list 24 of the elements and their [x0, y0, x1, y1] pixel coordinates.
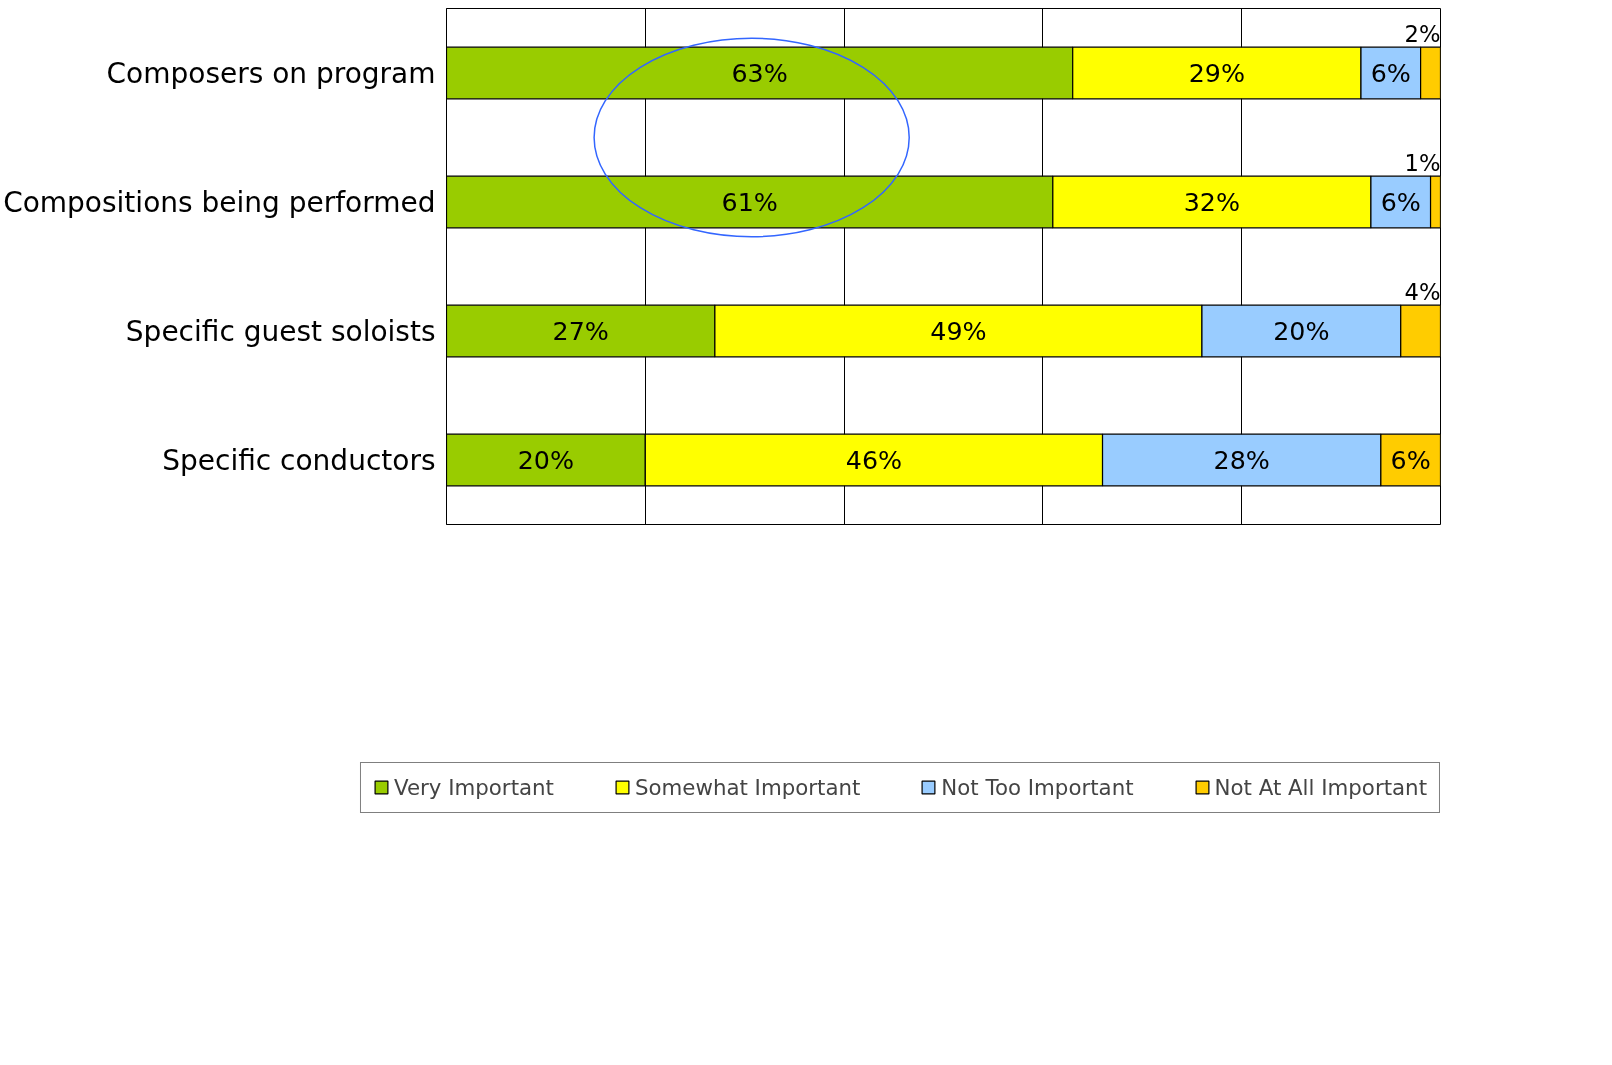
legend-label: Very Important: [393, 774, 554, 800]
data-label: 6%: [1370, 58, 1411, 88]
y-tick-label: Composers on program: [106, 56, 436, 90]
legend-label: Somewhat Important: [634, 774, 861, 800]
data-label: 49%: [930, 316, 987, 346]
data-label: 4%: [1404, 279, 1441, 306]
legend-label: Not At All Important: [1214, 774, 1427, 800]
data-label: 20%: [1273, 316, 1330, 346]
data-label: 61%: [721, 187, 778, 217]
data-label: 20%: [517, 445, 575, 475]
data-label: 46%: [845, 445, 903, 475]
y-tick-label: Specific conductors: [162, 443, 436, 477]
data-label: 28%: [1213, 445, 1270, 475]
data-label: 2%: [1404, 21, 1441, 48]
data-label: 6%: [1380, 187, 1421, 217]
data-label: 29%: [1188, 58, 1245, 88]
legend-label: Not Too Important: [941, 774, 1134, 800]
data-label: 32%: [1183, 187, 1241, 217]
data-label: 63%: [731, 58, 788, 88]
data-label: 27%: [552, 316, 609, 346]
y-tick-label: Specific guest soloists: [125, 314, 436, 348]
data-label: 6%: [1390, 445, 1431, 475]
data-label: 1%: [1404, 150, 1441, 177]
y-tick-label: Compositions being performed: [3, 185, 436, 219]
